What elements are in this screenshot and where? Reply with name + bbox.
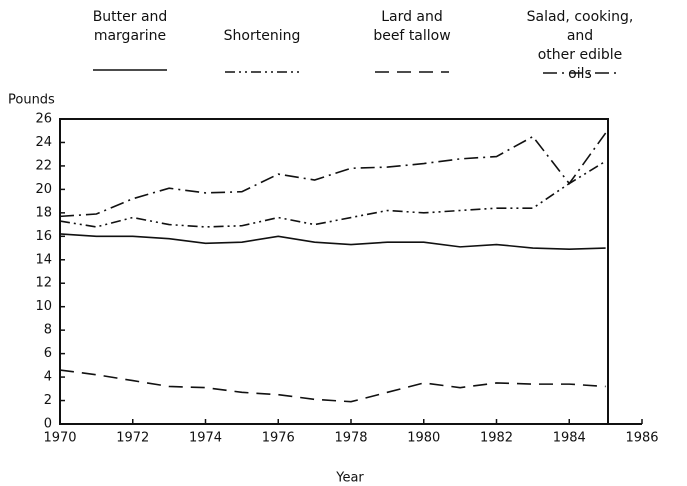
y-axis-label: Pounds xyxy=(8,93,55,108)
legend-label: Shortening xyxy=(223,28,301,44)
series-line xyxy=(59,132,607,218)
y-tick-label: 14 xyxy=(35,252,52,267)
y-tick-label: 8 xyxy=(44,323,52,338)
x-tick-label: 1986 xyxy=(625,431,658,446)
x-tick-label: 1972 xyxy=(116,431,149,446)
legend-label: Lard and beef tallow xyxy=(373,9,451,44)
x-axis-label: Year xyxy=(335,471,364,486)
y-tick-label: 0 xyxy=(44,417,52,432)
y-tick-label: 16 xyxy=(35,229,52,244)
plot-frame xyxy=(59,118,609,425)
series-line xyxy=(59,160,607,228)
series-line xyxy=(59,369,606,403)
x-tick-label: 1982 xyxy=(480,431,513,446)
y-tick-label: 2 xyxy=(44,393,52,408)
series-line xyxy=(59,233,606,251)
y-tick-label: 4 xyxy=(44,370,52,385)
y-tick-label: 18 xyxy=(35,205,52,220)
x-tick-label: 1970 xyxy=(43,431,76,446)
x-tick-label: 1984 xyxy=(553,431,586,446)
x-tick-label: 1974 xyxy=(189,431,222,446)
x-tick-label: 1978 xyxy=(334,431,367,446)
y-tick-label: 24 xyxy=(35,135,52,150)
x-tick-label: 1980 xyxy=(407,431,440,446)
y-tick-label: 22 xyxy=(35,158,52,173)
y-tick-label: 6 xyxy=(44,346,52,361)
x-tick-label: 1976 xyxy=(262,431,295,446)
legend-label: Butter and margarine xyxy=(92,9,168,44)
y-tick-label: 26 xyxy=(35,112,52,127)
y-tick-label: 12 xyxy=(35,276,52,291)
y-tick-label: 10 xyxy=(35,299,52,314)
legend-label: Salad, cooking, and other edible oils xyxy=(526,9,634,82)
y-tick-label: 20 xyxy=(35,182,52,197)
